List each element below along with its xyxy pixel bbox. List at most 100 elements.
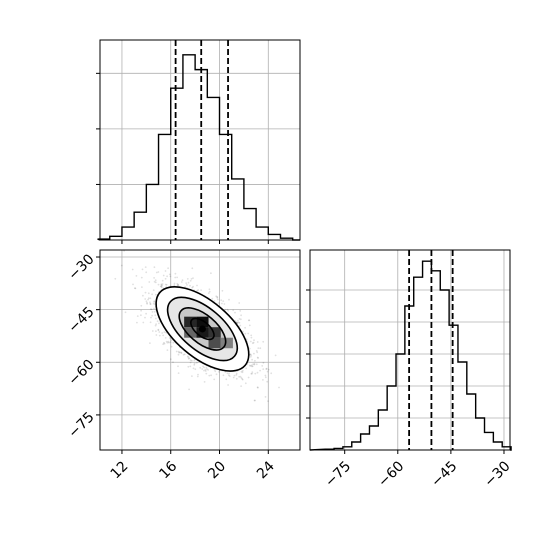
scatter-point	[193, 359, 196, 362]
scatter-point	[153, 307, 155, 310]
scatter-point	[151, 314, 154, 317]
scatter-point	[152, 302, 155, 305]
scatter-point	[227, 384, 230, 386]
scatter-point	[145, 312, 148, 315]
scatter-point	[267, 368, 270, 371]
scatter-point	[226, 372, 229, 375]
scatter-point	[216, 296, 219, 298]
scatter-point	[248, 324, 251, 327]
scatter-point	[256, 386, 259, 389]
scatter-point	[211, 297, 214, 300]
scatter-point	[264, 374, 267, 377]
scatter-point	[217, 302, 220, 304]
scatter-point	[251, 342, 254, 345]
scatter-point	[144, 316, 146, 319]
scatter-point	[221, 289, 224, 292]
scatter-point	[149, 321, 152, 324]
scatter-point	[169, 341, 172, 343]
scatter-point	[240, 370, 243, 373]
scatter-point	[228, 375, 231, 377]
scatter-point	[141, 286, 143, 288]
scatter-point	[131, 268, 134, 271]
scatter-point	[240, 318, 242, 321]
scatter-point	[232, 309, 235, 312]
density-cell	[220, 337, 233, 349]
scatter-point	[157, 329, 160, 331]
scatter-point	[254, 399, 256, 402]
scatter-point	[241, 378, 244, 380]
density-peak	[198, 325, 206, 333]
scatter-point	[135, 275, 138, 277]
scatter-point	[170, 345, 173, 348]
scatter-point	[278, 386, 280, 389]
scatter-point	[176, 276, 179, 279]
scatter-point	[224, 308, 227, 311]
scatter-point	[249, 365, 252, 367]
scatter-point	[172, 361, 174, 364]
scatter-point	[162, 343, 165, 346]
scatter-point	[259, 347, 262, 350]
scatter-point	[167, 340, 170, 343]
scatter-point	[250, 336, 253, 339]
scatter-point	[180, 281, 183, 283]
scatter-point	[240, 377, 243, 379]
scatter-point	[163, 331, 166, 333]
scatter-point	[254, 359, 256, 362]
scatter-point	[249, 355, 252, 358]
scatter-point	[262, 379, 264, 381]
scatter-point	[147, 298, 150, 301]
scatter-point	[228, 372, 231, 375]
scatter-point	[201, 368, 204, 370]
scatter-point	[270, 372, 273, 375]
scatter-point	[153, 266, 156, 269]
scatter-point	[186, 284, 188, 286]
scatter-point	[170, 339, 173, 341]
scatter-point	[120, 264, 123, 267]
quantile-lines	[408, 250, 454, 450]
scatter-point	[248, 319, 251, 322]
density-cell	[184, 327, 197, 338]
scatter-point	[177, 284, 180, 286]
scatter-point	[167, 267, 170, 270]
scatter-point	[255, 350, 258, 352]
scatter-point	[154, 314, 157, 317]
scatter-point	[155, 334, 158, 336]
scatter-point	[204, 370, 207, 372]
scatter-point	[177, 283, 180, 286]
scatter-point	[142, 294, 144, 297]
scatter-point	[196, 361, 198, 364]
scatter-point	[251, 365, 254, 368]
scatter-point	[168, 337, 171, 339]
scatter-point	[220, 299, 223, 302]
scatter-point	[191, 267, 194, 270]
scatter-point	[188, 388, 191, 391]
scatter-point	[187, 365, 190, 368]
tick-marks	[306, 289, 505, 454]
scatter-point	[252, 341, 255, 344]
scatter-point	[136, 315, 139, 317]
density-cell	[208, 337, 221, 349]
scatter-point	[191, 286, 194, 289]
panel-border	[99, 39, 301, 241]
scatter-point	[145, 271, 148, 274]
scatter-point	[162, 334, 165, 337]
scatter-point	[154, 281, 157, 284]
scatter-point	[235, 377, 238, 380]
density-cells	[156, 286, 249, 372]
scatter-point	[158, 322, 160, 325]
scatter-point	[196, 375, 199, 378]
scatter-point	[194, 368, 197, 371]
histogram-steps	[309, 260, 512, 451]
scatter-point	[250, 372, 253, 375]
scatter-point	[247, 332, 250, 335]
scatter-point	[218, 371, 220, 373]
scatter-point	[157, 328, 160, 331]
scatter-point	[192, 277, 194, 279]
scatter-point	[114, 277, 117, 280]
scatter-point	[169, 275, 172, 278]
scatter-point	[187, 356, 190, 359]
scatter-point	[208, 374, 211, 377]
scatter-point	[256, 341, 259, 343]
scatter-point	[228, 298, 230, 301]
